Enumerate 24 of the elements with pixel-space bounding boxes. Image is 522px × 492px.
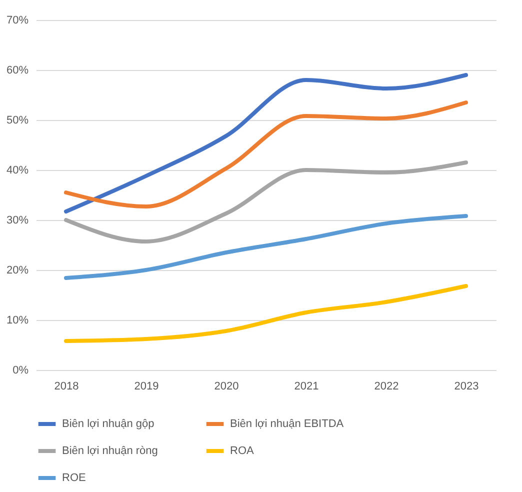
- y-tick-label: 20%: [6, 264, 29, 276]
- y-tick-label: 40%: [6, 164, 29, 176]
- legend-label: ROA: [230, 445, 254, 457]
- line-series: [64, 284, 468, 343]
- x-tick-label: 2019: [134, 380, 159, 392]
- legend-label: Biên lợi nhuận gộp: [62, 418, 154, 430]
- legend-label: Biên lợi nhuận ròng: [62, 445, 158, 457]
- y-tick-label: 30%: [6, 214, 29, 226]
- line-series: [64, 160, 468, 244]
- y-tick-label: 50%: [6, 114, 29, 126]
- line-series: [64, 214, 468, 280]
- legend-label: Biên lợi nhuận EBITDA: [230, 418, 344, 430]
- x-tick-label: 2021: [294, 380, 319, 392]
- y-tick-label: 10%: [6, 314, 29, 326]
- x-tick-label: 2020: [214, 380, 239, 392]
- x-tick-label: 2022: [374, 380, 399, 392]
- y-tick-label: 70%: [6, 14, 29, 26]
- y-tick-label: 60%: [6, 64, 29, 76]
- line-series: [64, 73, 468, 214]
- x-tick-label: 2023: [454, 380, 479, 392]
- line-series: [64, 100, 468, 208]
- x-tick-label: 2018: [54, 380, 79, 392]
- y-tick-label: 0%: [12, 364, 29, 376]
- legend-label: ROE: [62, 472, 86, 484]
